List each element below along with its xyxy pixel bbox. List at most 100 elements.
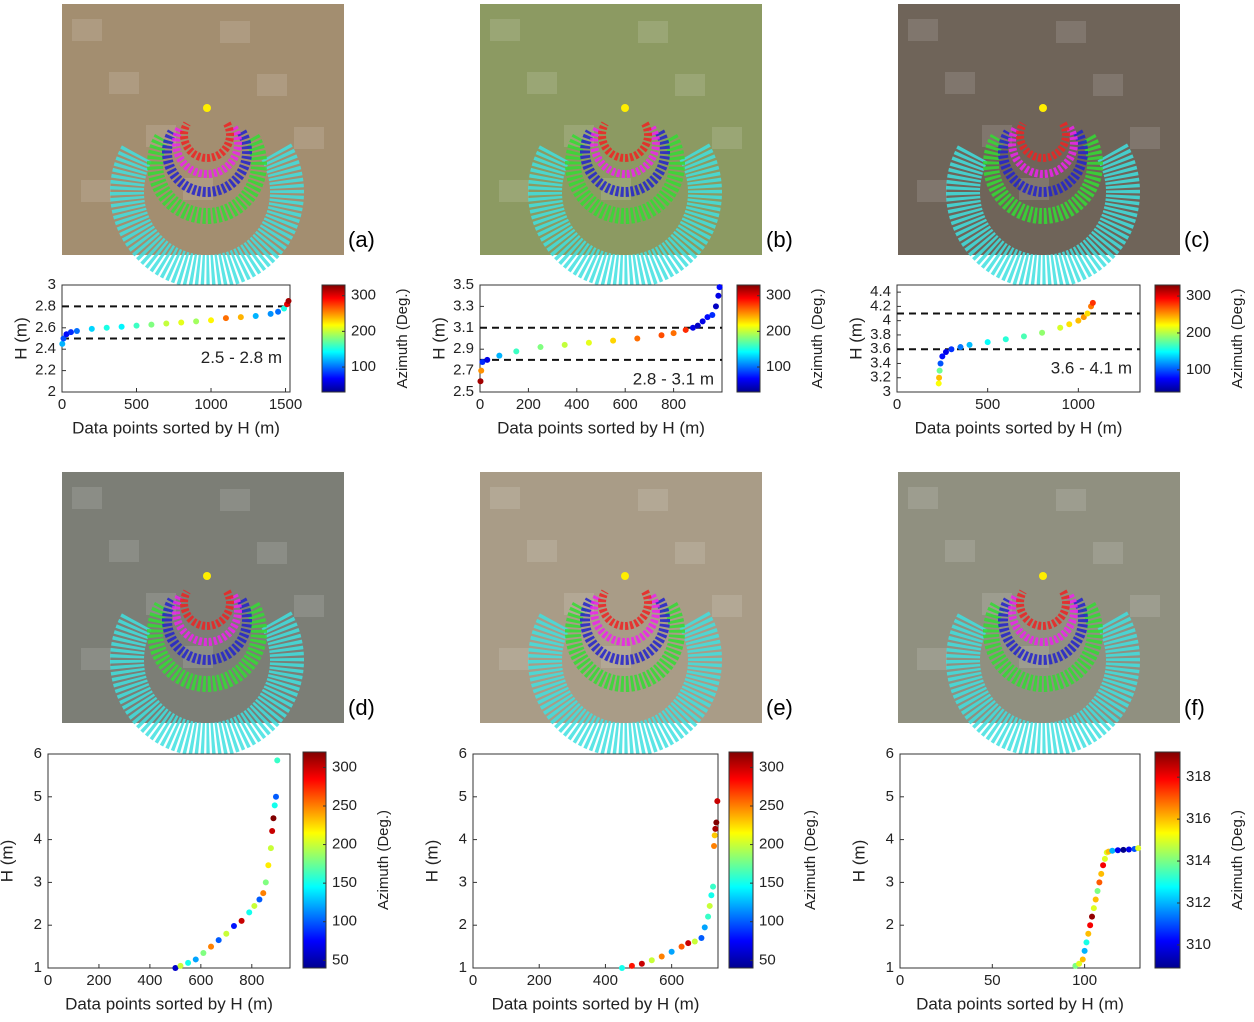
colorbar-tick-label: 200 <box>351 322 376 339</box>
satellite-image <box>62 4 344 289</box>
data-point <box>133 322 140 329</box>
image-block <box>81 180 111 202</box>
data-point <box>716 284 723 291</box>
data-point <box>1085 930 1092 937</box>
data-point <box>103 324 110 331</box>
x-tick-label: 800 <box>661 396 686 413</box>
colorbar-tick-label: 50 <box>759 951 776 968</box>
satellite-image <box>898 472 1180 757</box>
data-point <box>260 890 267 897</box>
image-block <box>72 19 102 41</box>
y-axis-label: H (m) <box>429 317 448 359</box>
data-point <box>1002 336 1009 343</box>
x-tick-label: 1000 <box>194 396 227 413</box>
data-point <box>484 356 491 363</box>
data-point <box>1109 847 1116 854</box>
range-annotation: 3.6 - 4.1 m <box>1051 359 1132 378</box>
y-tick-label: 3.6 <box>870 340 891 357</box>
y-tick-label: 3.2 <box>870 369 891 386</box>
data-point <box>270 815 277 822</box>
data-point <box>200 950 207 957</box>
data-point <box>223 930 230 937</box>
image-block <box>257 542 287 564</box>
y-tick-label: 1 <box>34 959 42 976</box>
plot-area <box>47 753 291 969</box>
x-tick-label: 0 <box>476 396 484 413</box>
data-point <box>984 339 991 346</box>
image-block <box>527 540 557 562</box>
image-block <box>490 19 520 41</box>
station <box>203 104 211 112</box>
data-point <box>281 305 288 312</box>
satellite-image <box>62 472 344 757</box>
data-point <box>1089 913 1095 920</box>
data-point <box>561 341 568 348</box>
data-point <box>1084 310 1091 317</box>
coverage-ring <box>162 597 252 665</box>
data-point <box>942 349 949 356</box>
data-point <box>185 959 192 966</box>
colorbar <box>1154 284 1181 393</box>
panel-label: (f) <box>1184 695 1205 720</box>
data-point <box>1114 847 1121 854</box>
x-tick-label: 200 <box>86 972 111 989</box>
data-point <box>271 802 278 809</box>
y-tick-label: 2.9 <box>453 340 474 357</box>
data-point <box>285 298 292 305</box>
x-tick-label: 0 <box>58 396 66 413</box>
data-point <box>701 924 708 931</box>
x-tick-label: 500 <box>124 396 149 413</box>
data-point <box>172 965 179 971</box>
x-axis-label: Data points sorted by H (m) <box>497 418 705 437</box>
image-block <box>1130 595 1160 617</box>
data-point <box>251 902 258 909</box>
plot-area <box>896 284 1141 393</box>
coverage-ring <box>590 125 660 178</box>
colorbar <box>302 751 327 969</box>
y-tick-label: 3.3 <box>453 297 474 314</box>
coverage-ring <box>565 602 685 692</box>
panel-label: (e) <box>766 695 793 720</box>
colorbar-tick-label: 50 <box>332 951 349 968</box>
data-point <box>1079 956 1086 963</box>
data-point <box>712 825 719 832</box>
data-point <box>648 957 655 964</box>
x-tick-label: 1000 <box>1062 396 1095 413</box>
data-point <box>215 937 222 944</box>
y-axis-label: H (m) <box>422 840 441 882</box>
coverage-ring <box>528 143 722 289</box>
x-axis-label: Data points sorted by H (m) <box>916 994 1124 1013</box>
y-tick-label: 2 <box>34 916 42 933</box>
colorbar-tick-label: 100 <box>351 358 376 375</box>
data-point <box>1120 846 1127 853</box>
image-block <box>109 72 139 94</box>
x-tick-label: 100 <box>1072 972 1097 989</box>
image-block <box>675 74 705 96</box>
station <box>1039 104 1047 112</box>
data-point <box>1101 855 1108 862</box>
data-point <box>265 862 272 869</box>
coverage-ring <box>110 611 304 757</box>
data-point <box>478 367 485 374</box>
data-point <box>658 332 665 339</box>
image-block <box>294 127 324 149</box>
data-point <box>496 352 503 359</box>
station <box>203 572 211 580</box>
colorbar-tick-label: 200 <box>332 836 357 853</box>
coverage-ring <box>983 134 1103 224</box>
y-tick-label: 5 <box>886 788 894 805</box>
colorbar-tick-label: 100 <box>1186 361 1211 378</box>
coverage-ring <box>528 611 722 757</box>
image-block <box>675 542 705 564</box>
data-point <box>1100 862 1107 869</box>
data-point <box>267 310 274 317</box>
image-block <box>81 648 111 670</box>
data-point <box>237 314 244 321</box>
image-block <box>72 487 102 509</box>
colorbar-tick-label: 200 <box>1186 324 1211 341</box>
x-axis-label: Data points sorted by H (m) <box>72 418 280 437</box>
range-annotation: 2.8 - 3.1 m <box>633 369 714 388</box>
coverage-ring <box>580 597 670 665</box>
x-tick-label: 1500 <box>269 396 302 413</box>
y-tick-label: 2.7 <box>453 362 474 379</box>
